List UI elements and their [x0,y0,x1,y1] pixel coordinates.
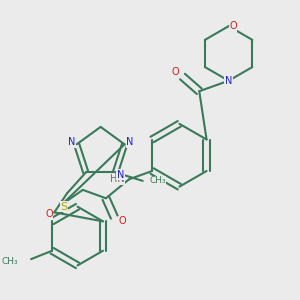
Text: N: N [68,137,75,147]
Text: O: O [45,209,53,219]
Text: O: O [171,67,179,77]
Text: N: N [117,169,124,180]
Text: N: N [225,76,232,86]
Text: N: N [126,137,134,147]
Text: O: O [119,216,127,226]
Text: S: S [60,202,68,212]
Text: CH₃: CH₃ [2,257,19,266]
Text: CH₃: CH₃ [149,176,166,185]
Text: HN: HN [110,174,125,184]
Text: O: O [229,21,237,31]
